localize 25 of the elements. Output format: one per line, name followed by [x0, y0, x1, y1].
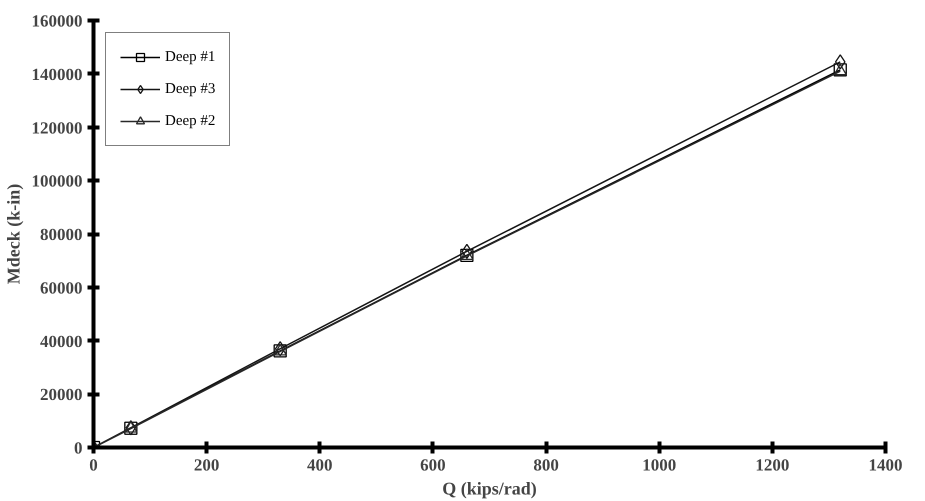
x-tick-label: 400: [307, 456, 333, 474]
y-tick-label: 100000: [32, 172, 82, 191]
y-tick-label: 40000: [40, 332, 82, 351]
y-tick-label: 140000: [32, 64, 82, 84]
y-tick-label: 80000: [40, 225, 82, 244]
x-tick-label: 1000: [642, 456, 676, 474]
x-tick-label: 600: [420, 456, 446, 474]
y-tick-label: 20000: [40, 385, 82, 404]
legend-label: Deep #1: [165, 48, 216, 66]
x-axis-title: Q (kips/rad): [442, 478, 537, 498]
x-tick-label: 1200: [755, 456, 790, 474]
y-axis-title: Mdeck (k-in): [4, 184, 24, 284]
x-tick-label: 1400: [868, 456, 902, 474]
x-tick-label: 800: [533, 456, 559, 474]
y-tick-label: 160000: [32, 12, 82, 30]
y-tick-label: 60000: [40, 278, 82, 298]
x-tick-label: 0: [89, 456, 98, 474]
y-tick-label: 0: [74, 438, 82, 458]
y-tick-label: 120000: [32, 118, 82, 138]
x-tick-label: 200: [194, 456, 220, 474]
legend-label: Deep #2: [165, 112, 216, 130]
point: [274, 341, 286, 356]
point: [834, 54, 846, 70]
legend-label: Deep #3: [165, 80, 216, 98]
point: [462, 244, 472, 259]
